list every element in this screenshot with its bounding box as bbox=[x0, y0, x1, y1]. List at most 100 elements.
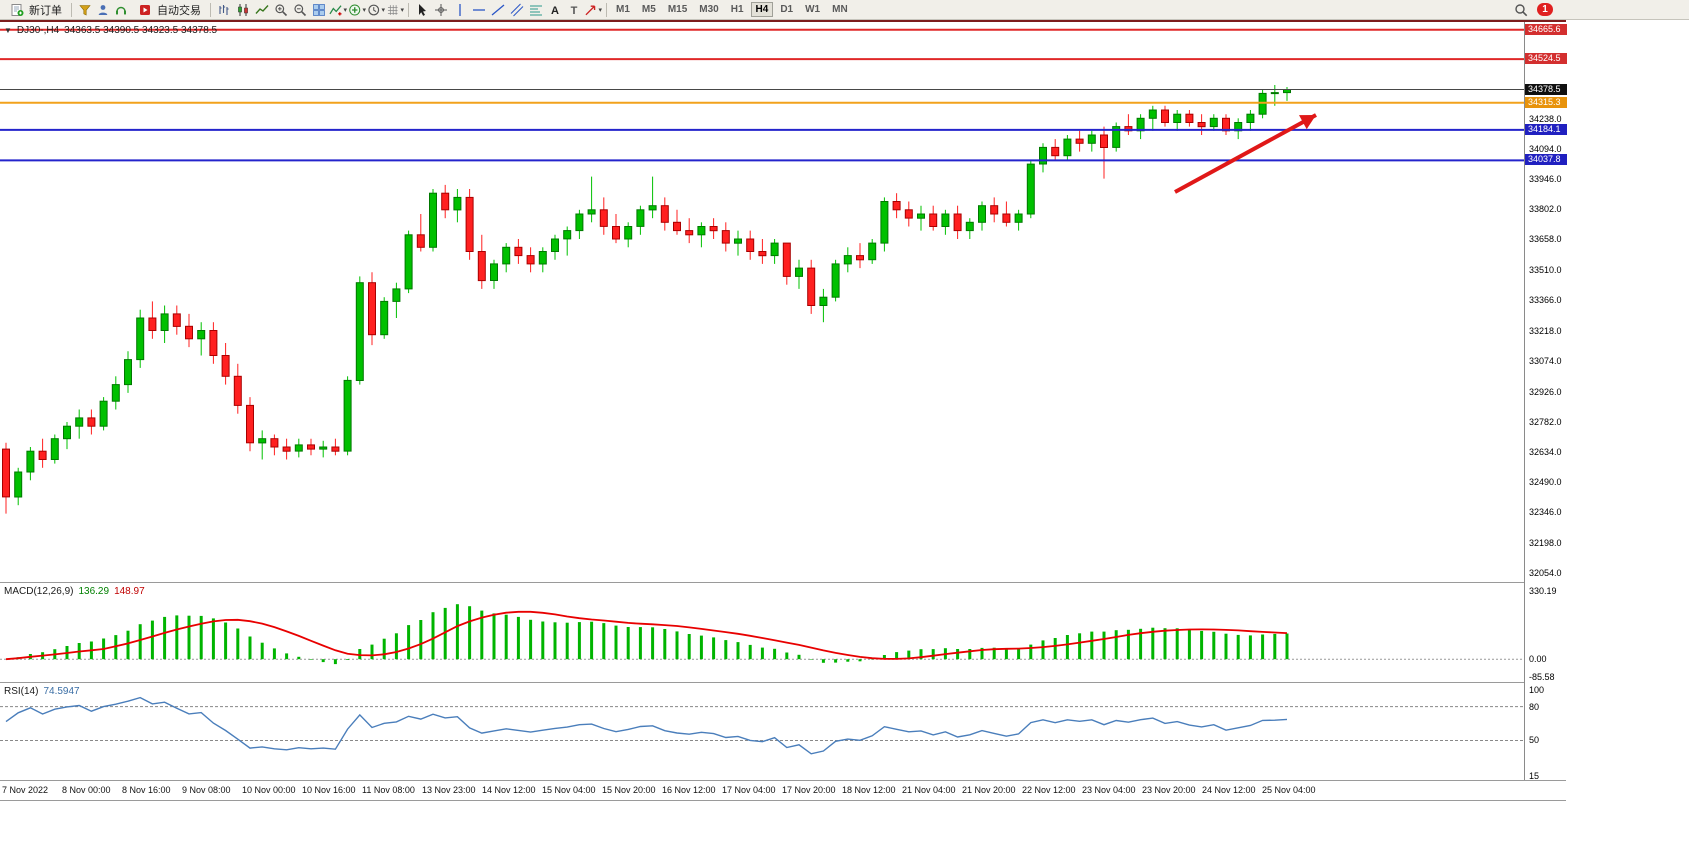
fibonacci-icon[interactable] bbox=[527, 1, 545, 18]
arrows-icon[interactable]: ▾ bbox=[584, 1, 602, 18]
price-tick: 32782.0 bbox=[1529, 417, 1562, 427]
time-label: 14 Nov 12:00 bbox=[482, 785, 536, 795]
dropdown-caret-icon[interactable]: ▾ bbox=[381, 6, 385, 14]
crosshair-icon[interactable] bbox=[432, 1, 450, 18]
line-price-label: 34184.1 bbox=[1525, 124, 1567, 135]
rsi-label: RSI(14) 74.5947 bbox=[4, 686, 80, 697]
macd-name: MACD(12,26,9) bbox=[4, 586, 73, 597]
vertical-line-icon[interactable] bbox=[451, 1, 469, 18]
timeframe-h4-button[interactable]: H4 bbox=[751, 2, 774, 17]
timeframe-mn-button[interactable]: MN bbox=[827, 2, 853, 17]
time-label: 13 Nov 23:00 bbox=[422, 785, 476, 795]
price-tick: 32926.0 bbox=[1529, 387, 1562, 397]
macd-main-value: 136.29 bbox=[78, 586, 109, 597]
trendline-icon[interactable] bbox=[489, 1, 507, 18]
line-price-label: 34665.6 bbox=[1525, 24, 1567, 35]
rsi-axis-label: 80 bbox=[1529, 702, 1539, 712]
time-label: 25 Nov 04:00 bbox=[1262, 785, 1316, 795]
timeframe-m30-button[interactable]: M30 bbox=[694, 2, 723, 17]
price-tick: 33218.0 bbox=[1529, 326, 1562, 336]
price-tick: 32490.0 bbox=[1529, 477, 1562, 487]
line-price-label: 34524.5 bbox=[1525, 53, 1567, 64]
support-icon[interactable] bbox=[112, 1, 130, 18]
dropdown-caret-icon[interactable]: ▾ bbox=[598, 6, 602, 14]
time-label: 24 Nov 12:00 bbox=[1202, 785, 1256, 795]
timeframe-m15-button[interactable]: M15 bbox=[663, 2, 692, 17]
time-label: 10 Nov 00:00 bbox=[242, 785, 296, 795]
time-label: 8 Nov 00:00 bbox=[62, 785, 111, 795]
line-chart-icon[interactable] bbox=[253, 1, 271, 18]
zoom-in-icon[interactable] bbox=[272, 1, 290, 18]
chart-symbol-dropdown-icon[interactable]: ▼ bbox=[4, 26, 12, 35]
auto-trading-label: 自动交易 bbox=[157, 2, 201, 18]
toolbar-separator bbox=[606, 3, 607, 17]
macd-signal-value: 148.97 bbox=[114, 586, 145, 597]
price-tick: 32634.0 bbox=[1529, 447, 1562, 457]
line-price-label: 34315.3 bbox=[1525, 97, 1567, 108]
indicators-icon[interactable]: ▾ bbox=[329, 1, 347, 18]
price-tick: 33802.0 bbox=[1529, 204, 1562, 214]
toolbar-separator bbox=[71, 3, 72, 17]
price-tick: 33658.0 bbox=[1529, 234, 1562, 244]
charts-filter-icon[interactable] bbox=[76, 1, 94, 18]
new-order-button[interactable]: 新订单 bbox=[3, 1, 67, 18]
auto-trading-button[interactable]: 自动交易 bbox=[131, 1, 206, 18]
timeframe-m1-button[interactable]: M1 bbox=[611, 2, 635, 17]
chart-window: ▼ DJ30-,H4 34363.5 34390.5 34323.5 34378… bbox=[0, 20, 1566, 801]
timeframe-d1-button[interactable]: D1 bbox=[775, 2, 798, 17]
main-toolbar: 新订单 自动交易 ▾ ▾ ▾ ▾ AT ▾ M1M5M15M30H1H4D1W1MN 1 bbox=[0, 0, 1689, 20]
time-label: 17 Nov 04:00 bbox=[722, 785, 776, 795]
bar-chart-icon[interactable] bbox=[215, 1, 233, 18]
text-icon[interactable]: A bbox=[546, 1, 564, 18]
pane-divider[interactable] bbox=[0, 682, 1566, 683]
price-axis[interactable]: 34238.034094.033946.033802.033658.033510… bbox=[1524, 22, 1567, 780]
price-chart-pane[interactable] bbox=[0, 22, 1524, 582]
time-label: 10 Nov 16:00 bbox=[302, 785, 356, 795]
tile-windows-icon[interactable] bbox=[310, 1, 328, 18]
equidistant-channel-icon[interactable] bbox=[508, 1, 526, 18]
time-label: 7 Nov 2022 bbox=[2, 785, 48, 795]
chart-title: ▼ DJ30-,H4 34363.5 34390.5 34323.5 34378… bbox=[4, 25, 217, 36]
timeframe-w1-button[interactable]: W1 bbox=[800, 2, 825, 17]
search-icon[interactable] bbox=[1512, 1, 1530, 18]
time-label: 23 Nov 04:00 bbox=[1082, 785, 1136, 795]
price-tick: 32346.0 bbox=[1529, 507, 1562, 517]
rsi-value: 74.5947 bbox=[43, 686, 79, 697]
cursor-icon[interactable] bbox=[413, 1, 431, 18]
timeframe-h1-button[interactable]: H1 bbox=[726, 2, 749, 17]
dropdown-caret-icon[interactable]: ▾ bbox=[362, 6, 366, 14]
rsi-name: RSI(14) bbox=[4, 686, 38, 697]
profile-icon[interactable] bbox=[94, 1, 112, 18]
rsi-pane[interactable] bbox=[0, 684, 1524, 780]
chart-ohlc-values: 34363.5 34390.5 34323.5 34378.5 bbox=[64, 25, 217, 36]
macd-axis-label: -85.58 bbox=[1529, 672, 1555, 682]
macd-pane[interactable] bbox=[0, 584, 1524, 682]
zoom-out-icon[interactable] bbox=[291, 1, 309, 18]
time-label: 9 Nov 08:00 bbox=[182, 785, 231, 795]
add-indicator-icon[interactable]: ▾ bbox=[348, 1, 366, 18]
price-tick: 33366.0 bbox=[1529, 295, 1562, 305]
chart-symbol-period: DJ30-,H4 bbox=[17, 25, 59, 36]
pane-divider[interactable] bbox=[0, 582, 1566, 583]
price-tick: 34238.0 bbox=[1529, 114, 1562, 124]
label-icon[interactable]: T bbox=[565, 1, 583, 18]
time-axis[interactable]: 7 Nov 20228 Nov 00:008 Nov 16:009 Nov 08… bbox=[0, 782, 1524, 799]
horizontal-line-icon[interactable] bbox=[470, 1, 488, 18]
dropdown-caret-icon[interactable]: ▾ bbox=[400, 6, 404, 14]
rsi-axis-label: 50 bbox=[1529, 735, 1539, 745]
svg-text:A: A bbox=[551, 5, 559, 17]
candlestick-chart-icon[interactable] bbox=[234, 1, 252, 18]
dropdown-caret-icon[interactable]: ▾ bbox=[343, 6, 347, 14]
price-tick: 34094.0 bbox=[1529, 144, 1562, 154]
new-order-label: 新订单 bbox=[29, 2, 62, 18]
time-label: 17 Nov 20:00 bbox=[782, 785, 836, 795]
timeframe-group: M1M5M15M30H1H4D1W1MN bbox=[611, 2, 853, 17]
templates-icon[interactable]: ▾ bbox=[386, 1, 404, 18]
current-price-label: 34378.5 bbox=[1525, 84, 1567, 95]
timeframe-m5-button[interactable]: M5 bbox=[637, 2, 661, 17]
price-tick: 33946.0 bbox=[1529, 174, 1562, 184]
periods-icon[interactable]: ▾ bbox=[367, 1, 385, 18]
time-label: 15 Nov 04:00 bbox=[542, 785, 596, 795]
price-tick: 32198.0 bbox=[1529, 538, 1562, 548]
notification-badge[interactable]: 1 bbox=[1537, 3, 1553, 16]
